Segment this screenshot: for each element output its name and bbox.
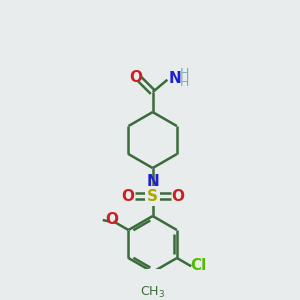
Text: O: O bbox=[106, 212, 118, 227]
Text: H: H bbox=[180, 68, 189, 80]
Text: N: N bbox=[169, 71, 181, 86]
Text: N: N bbox=[146, 174, 159, 189]
Text: Cl: Cl bbox=[190, 258, 207, 273]
Text: CH$_3$: CH$_3$ bbox=[140, 285, 165, 300]
Text: S: S bbox=[147, 188, 158, 203]
Text: H: H bbox=[180, 76, 189, 89]
Text: O: O bbox=[129, 70, 142, 85]
Text: O: O bbox=[122, 188, 134, 203]
Text: O: O bbox=[171, 188, 184, 203]
